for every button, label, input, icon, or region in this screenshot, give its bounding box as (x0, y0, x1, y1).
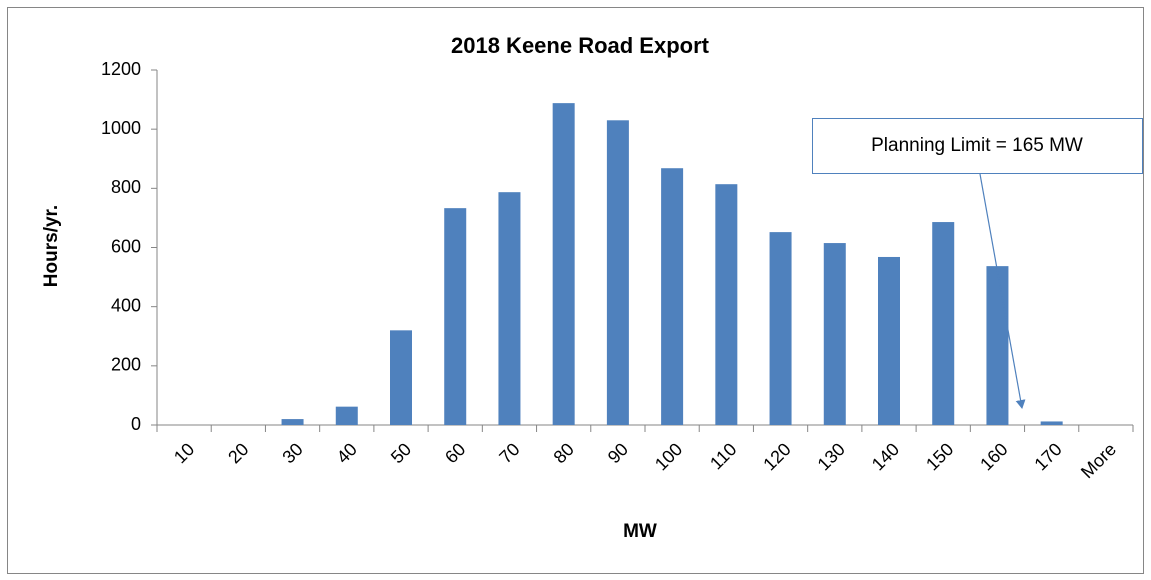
y-tick-label: 600 (111, 236, 141, 256)
y-tick-label: 800 (111, 177, 141, 197)
y-tick-label: 1200 (101, 59, 141, 79)
bar (878, 256, 900, 425)
annotation-box (812, 118, 1143, 174)
bar (552, 103, 575, 425)
chart-border (7, 7, 1144, 574)
y-tick-label: 0 (131, 414, 141, 434)
bar (661, 168, 684, 425)
bar (932, 222, 955, 425)
y-axis-title: Hours/yr. (41, 205, 62, 287)
bar (823, 243, 846, 425)
annotation-arrow (979, 173, 1026, 409)
y-tick-label: 1000 (101, 118, 141, 138)
bar (715, 184, 738, 425)
bar (498, 192, 521, 425)
y-tick-label: 200 (111, 355, 141, 375)
bar (281, 419, 304, 425)
bar (390, 330, 412, 425)
bar (1040, 421, 1063, 425)
y-tick-label: 400 (111, 295, 141, 315)
bar (769, 232, 792, 425)
bar (444, 208, 467, 425)
x-axis-title: MW (623, 521, 657, 542)
bar (606, 120, 629, 426)
chart-title: 2018 Keene Road Export (451, 33, 710, 58)
bar (335, 406, 358, 425)
bar (986, 266, 1009, 425)
annotation-text: Planning Limit = 165 MW (871, 135, 1083, 156)
